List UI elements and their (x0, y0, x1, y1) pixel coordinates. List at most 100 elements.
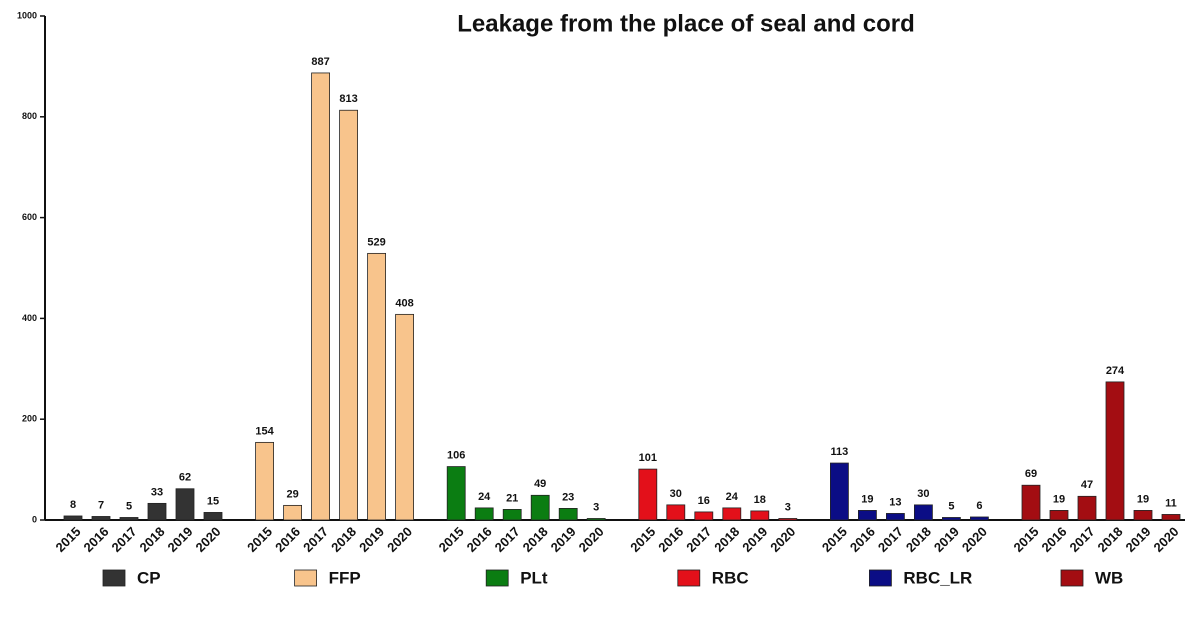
legend-label: PLt (520, 568, 548, 587)
data-label: 29 (286, 488, 298, 500)
bar (694, 511, 714, 521)
x-tick-label: 2015 (819, 524, 850, 555)
data-label: 15 (207, 495, 219, 507)
bar (255, 441, 275, 521)
bar (970, 516, 989, 521)
data-label: 887 (311, 56, 329, 68)
x-tick-label: 2018 (136, 524, 167, 555)
legend-label: WB (1095, 568, 1123, 587)
data-label: 33 (151, 486, 163, 498)
data-label: 154 (255, 425, 274, 437)
data-label: 8 (70, 499, 76, 511)
x-tick-label: 2020 (192, 524, 223, 555)
data-label: 62 (179, 472, 191, 484)
x-tick-label: 2019 (356, 524, 387, 555)
data-label: 5 (126, 500, 132, 512)
x-tick-label: 2016 (1038, 524, 1069, 555)
data-label: 49 (534, 478, 546, 490)
x-tick-label: 2019 (1122, 524, 1153, 555)
bar (1105, 381, 1125, 521)
x-tick-label: 2016 (655, 524, 686, 555)
x-tick-label: 2018 (711, 524, 742, 555)
bar (1161, 514, 1181, 521)
x-tick-label: 2015 (244, 524, 275, 555)
bar (914, 504, 933, 521)
bar (203, 512, 223, 521)
x-tick-label: 2017 (875, 524, 906, 555)
x-tick-label: 2016 (80, 524, 111, 555)
x-tick-label: 2016 (272, 524, 303, 555)
x-tick-label: 2018 (903, 524, 934, 555)
data-label: 19 (861, 493, 873, 505)
x-tick-label: 2019 (931, 524, 962, 555)
legend-swatch (1060, 569, 1084, 587)
data-label: 813 (339, 93, 357, 105)
bar (1133, 510, 1153, 521)
x-tick-label: 2020 (384, 524, 415, 555)
x-tick-label: 2017 (300, 524, 331, 555)
data-label: 24 (478, 491, 491, 503)
bar (446, 466, 466, 521)
legend-label: RBC (712, 568, 749, 587)
data-label: 274 (1106, 365, 1125, 377)
bar (778, 518, 798, 521)
data-label: 21 (506, 492, 518, 504)
x-tick-label: 2017 (683, 524, 714, 555)
bar (1049, 510, 1069, 521)
bar (283, 504, 303, 521)
data-label: 24 (726, 491, 739, 503)
bar (858, 510, 877, 521)
y-tick-label: 200 (22, 414, 37, 424)
x-tick-label: 2017 (492, 524, 523, 555)
data-label: 19 (1053, 493, 1065, 505)
y-tick-label: 1000 (17, 10, 37, 20)
y-tick-label: 600 (22, 212, 37, 222)
legend-label: FFP (329, 568, 361, 587)
bar (91, 516, 111, 521)
data-label: 7 (98, 499, 104, 511)
bar (586, 518, 606, 521)
legend-swatch (294, 569, 318, 587)
bar (666, 504, 686, 521)
x-tick-label: 2017 (1066, 524, 1097, 555)
data-label: 30 (670, 488, 682, 500)
legend-label: RBC_LR (903, 568, 972, 587)
x-tick-label: 2020 (1150, 524, 1181, 555)
legend-swatch (677, 569, 701, 587)
legend-label: CP (137, 568, 161, 587)
bar (311, 72, 331, 521)
data-label: 30 (917, 488, 929, 500)
x-tick-label: 2019 (164, 524, 195, 555)
data-label: 101 (639, 452, 657, 464)
x-tick-label: 2017 (108, 524, 139, 555)
bar (502, 509, 522, 521)
x-tick-label: 2019 (548, 524, 579, 555)
y-tick-label: 0 (32, 514, 37, 524)
data-label: 69 (1025, 468, 1037, 480)
x-tick-label: 2018 (520, 524, 551, 555)
bar (175, 488, 195, 521)
bar (942, 517, 961, 521)
bar (147, 502, 167, 521)
bar (530, 494, 550, 521)
data-label: 3 (593, 501, 599, 513)
bar (119, 517, 139, 521)
data-label: 16 (698, 495, 710, 507)
bar (1077, 495, 1097, 521)
bar (830, 462, 849, 521)
data-label: 23 (562, 491, 574, 503)
x-tick-label: 2016 (847, 524, 878, 555)
data-label: 529 (367, 236, 385, 248)
data-label: 13 (889, 496, 901, 508)
chart-title: Leakage from the place of seal and cord (457, 10, 914, 37)
x-tick-label: 2020 (767, 524, 798, 555)
x-tick-label: 2020 (959, 524, 990, 555)
x-tick-label: 2016 (464, 524, 495, 555)
x-tick-label: 2018 (1094, 524, 1125, 555)
bar (474, 507, 494, 521)
data-label: 47 (1081, 479, 1093, 491)
legend-swatch (102, 569, 126, 587)
data-label: 18 (754, 494, 766, 506)
bar (367, 252, 387, 521)
